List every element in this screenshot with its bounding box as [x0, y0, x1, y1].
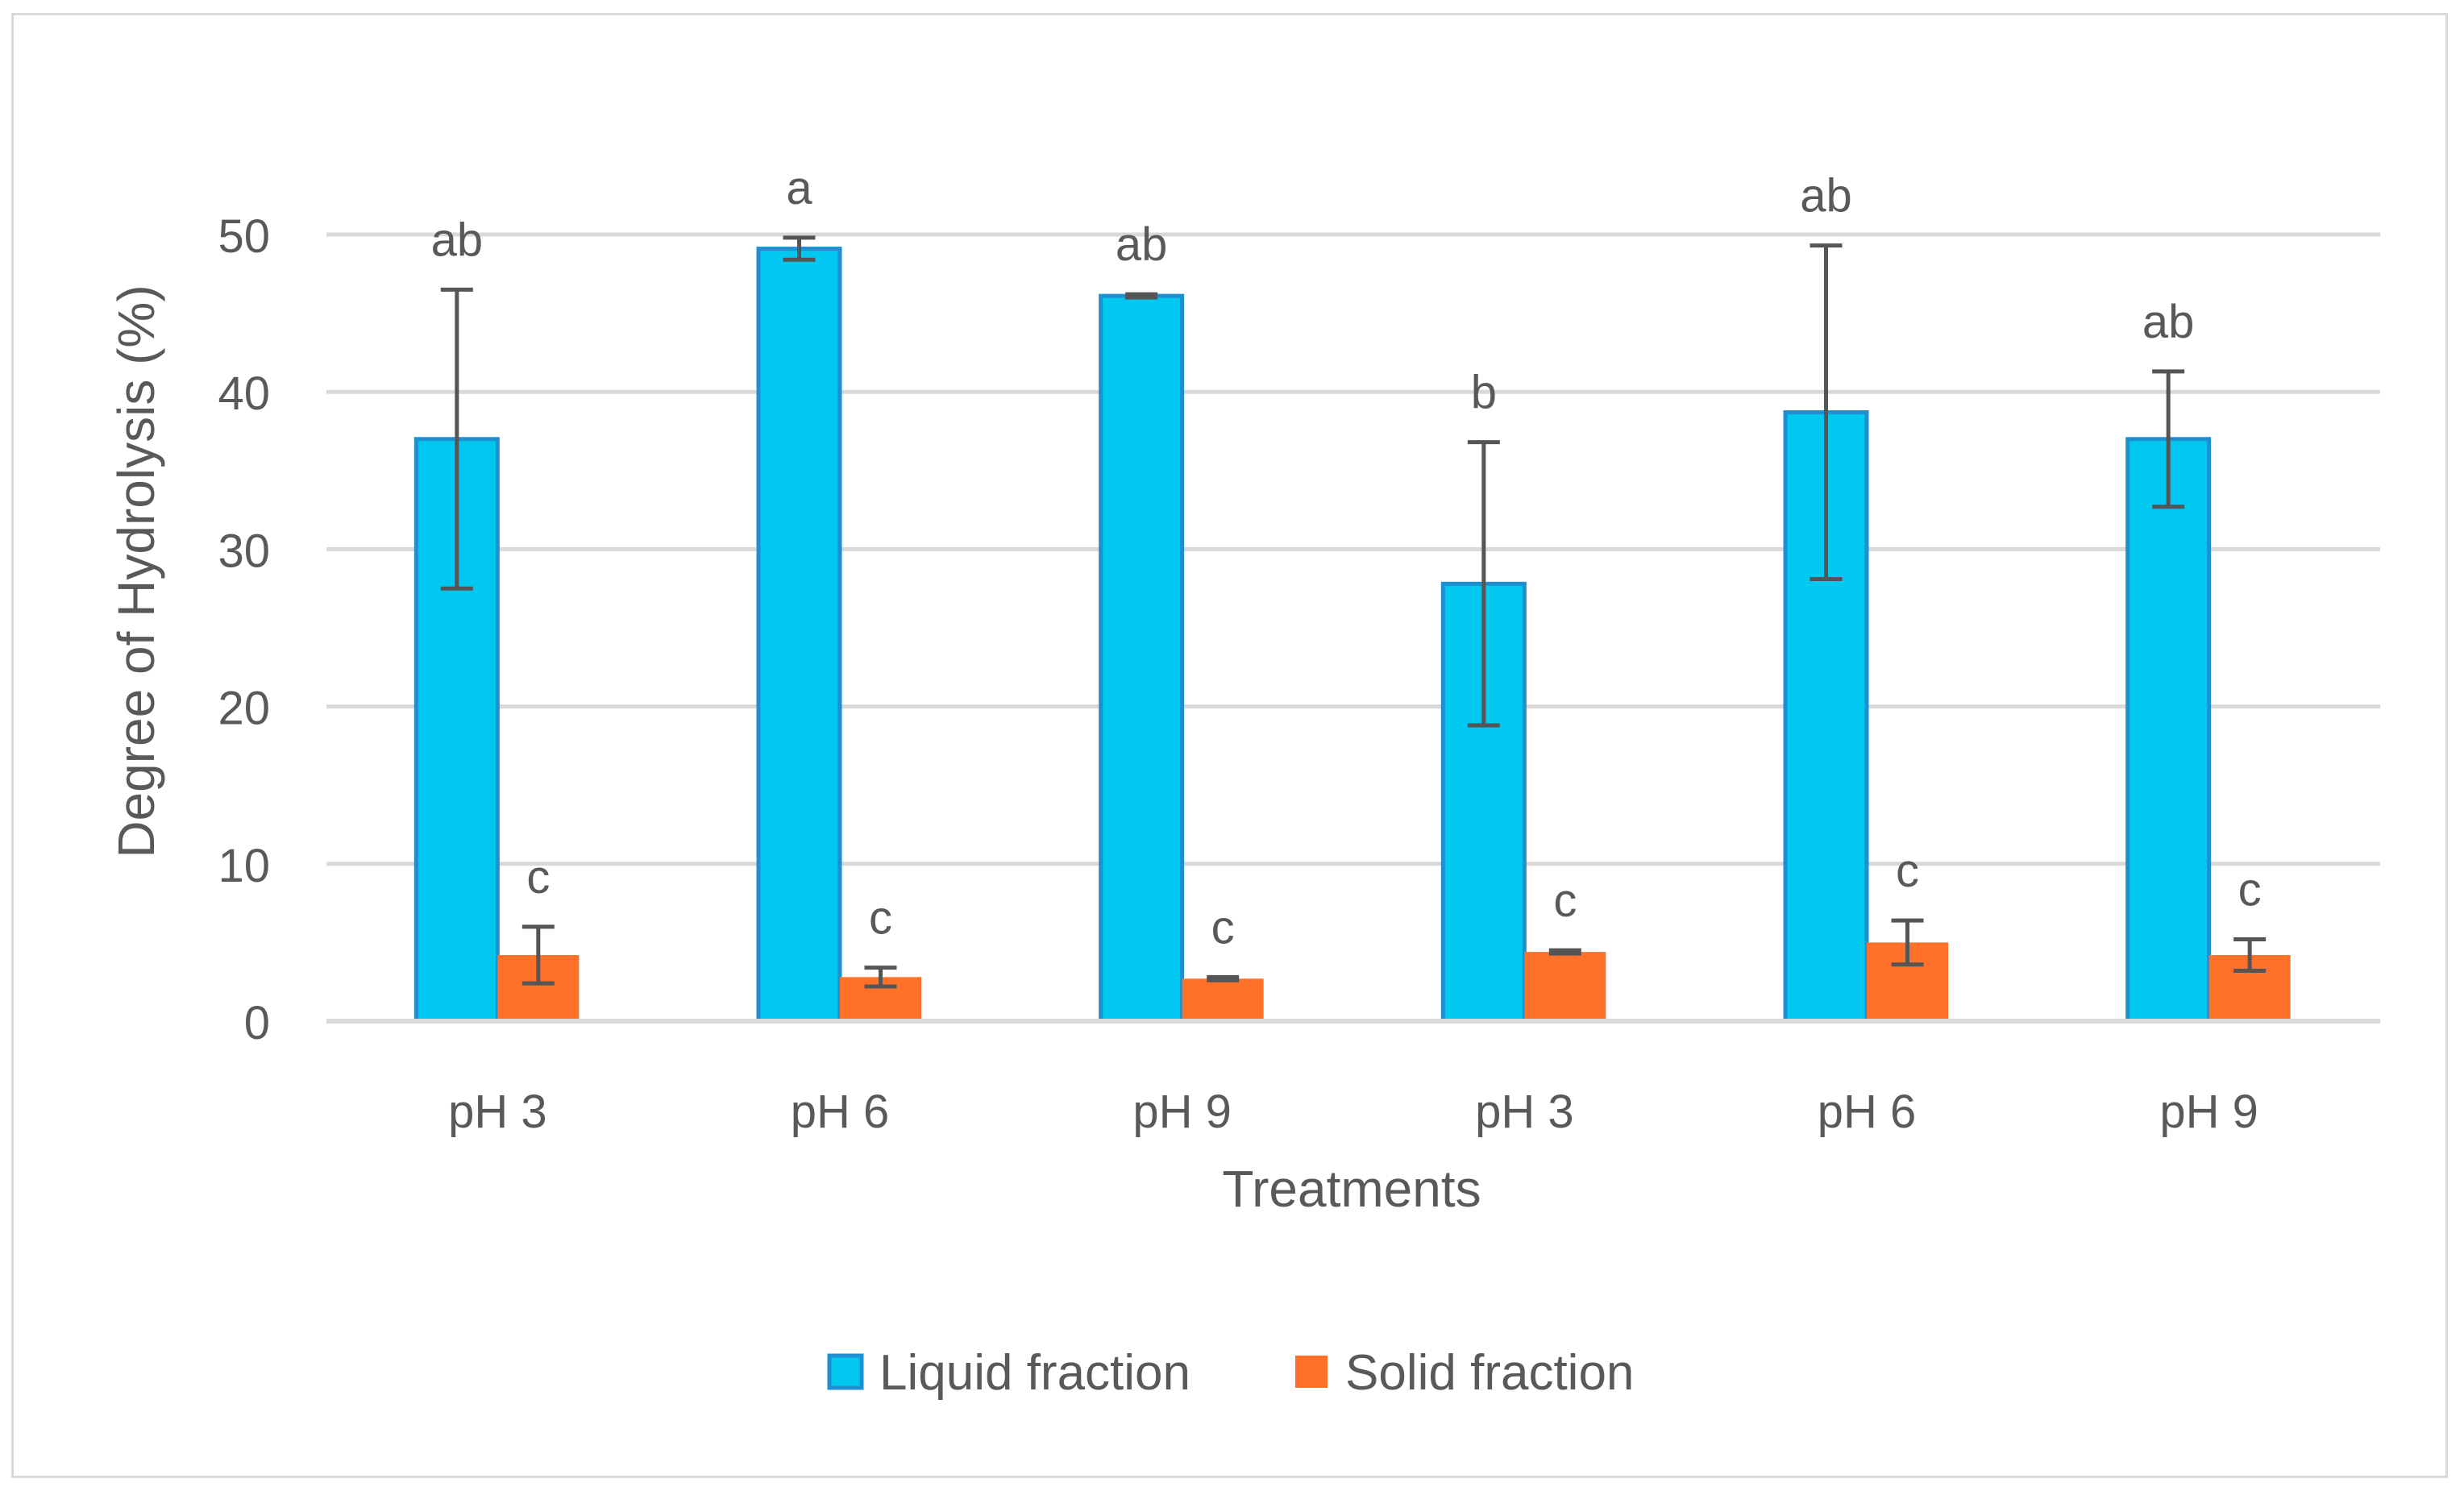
legend-swatch-solid — [1295, 1356, 1328, 1388]
y-tick-label: 0 — [244, 997, 270, 1049]
gridlines — [326, 232, 2380, 866]
x-tick-label: pH 3 — [448, 1086, 547, 1138]
legend-label: Solid fraction — [1345, 1345, 1634, 1401]
significance-letter: c — [1553, 874, 1577, 927]
error-bars: ab c a c ab c b c ab c ab c — [431, 162, 2267, 989]
liquid-fraction-bar — [1099, 293, 1185, 1024]
legend-item: Liquid fraction — [827, 1345, 1190, 1401]
significance-letter: b — [1471, 367, 1497, 419]
bar-chart: ab c a c ab c b c ab c ab c 0 10 20 30 40 50 pH 3 pH 6 pH 9… — [107, 162, 2380, 1401]
liquid-fraction-bar — [756, 247, 842, 1024]
legend-swatch-liquid — [827, 1353, 864, 1390]
significance-letter: c — [526, 851, 550, 903]
y-tick-label: 10 — [218, 840, 270, 892]
y-tick-label: 20 — [218, 683, 270, 735]
y-tick-label: 30 — [218, 525, 270, 577]
x-tick-label: pH 3 — [1475, 1086, 1574, 1138]
y-axis-title: Degree of Hydrolysis (%) — [107, 284, 165, 858]
y-tick-label: 50 — [218, 210, 270, 263]
solid-fraction-bar — [1524, 952, 1606, 1021]
x-tick-label: pH 6 — [1818, 1086, 1917, 1138]
legend-item: Solid fraction — [1295, 1345, 1634, 1401]
axes: 0 10 20 30 40 50 pH 3 pH 6 pH 9 pH 3 pH 6 pH 9 — [218, 210, 2380, 1138]
significance-letter: c — [1896, 845, 1919, 897]
significance-letter: a — [786, 162, 812, 214]
significance-letter: ab — [1800, 170, 1852, 222]
y-tick-label: 40 — [218, 368, 270, 420]
x-tick-label: pH 9 — [1132, 1086, 1232, 1138]
significance-letter: ab — [431, 214, 484, 266]
x-axis-title: Treatments — [1222, 1160, 1481, 1218]
significance-letter: c — [869, 892, 892, 945]
chart-frame: ab c a c ab c b c ab c ab c 0 10 20 30 40 50 pH 3 pH 6 pH 9… — [11, 13, 2448, 1478]
significance-letter: c — [1211, 901, 1235, 953]
x-tick-label: pH 9 — [2159, 1086, 2258, 1138]
significance-letter: ab — [2142, 296, 2195, 348]
liquid-fraction-bar — [2125, 437, 2212, 1024]
solid-fraction-bar — [1182, 978, 1264, 1021]
significance-letter: ab — [1116, 218, 1168, 271]
bars — [413, 247, 2291, 1024]
legend: Liquid fraction Solid fraction — [827, 1345, 1634, 1401]
significance-letter: c — [2238, 863, 2262, 916]
legend-label: Liquid fraction — [879, 1345, 1190, 1401]
x-tick-label: pH 6 — [791, 1086, 890, 1138]
